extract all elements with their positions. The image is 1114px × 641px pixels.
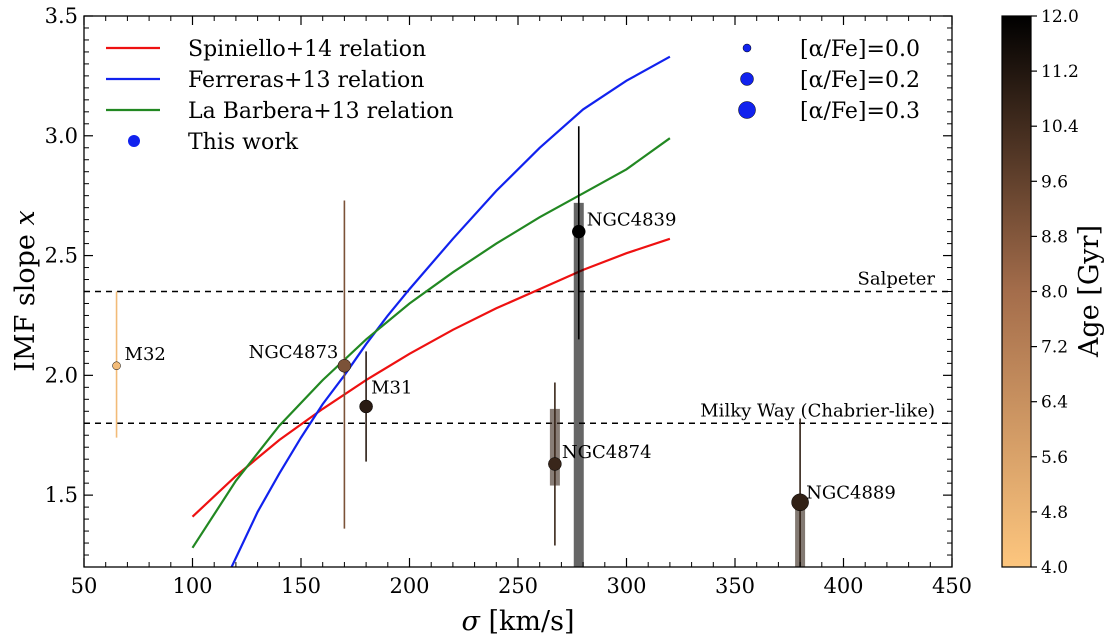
data-point: [572, 224, 586, 239]
legend-marker: [128, 135, 140, 147]
colorbar-tick-label: 9.6: [1041, 172, 1068, 192]
colorbar-gradient: [1001, 15, 1032, 568]
x-tick-label: 250: [498, 574, 538, 598]
y-tick-label: 1.5: [45, 483, 78, 507]
relation-curve: [191, 237, 671, 518]
data-points: M32 NGC4873 M31 NGC4874 NGC4839 NGC4889: [112, 126, 896, 567]
size-legend-marker: [740, 72, 754, 86]
point-label: NGC4874: [562, 442, 652, 463]
colorbar-tick-label: 11.2: [1041, 62, 1079, 82]
reference-line-label: Salpeter: [858, 269, 936, 290]
point-label: NGC4839: [587, 210, 677, 231]
data-point: [359, 399, 373, 414]
data-point: [337, 359, 352, 373]
size-legend-label: [α/Fe]=0.2: [800, 68, 920, 93]
data-point: [548, 457, 562, 471]
colorbar-tick-label: 4.0: [1041, 558, 1068, 578]
x-tick-label: 300: [606, 574, 646, 598]
legend-label: Spiniello+14 relation: [188, 37, 426, 62]
x-tick-label: 200: [389, 574, 429, 598]
size-legend-label: [α/Fe]=0.0: [800, 37, 920, 62]
y-tick-label: 3.5: [45, 4, 78, 28]
relation-legend: Spiniello+14 relation Ferreras+13 relatio…: [106, 37, 454, 155]
x-tick-label: 450: [932, 574, 972, 598]
data-point: [112, 361, 121, 371]
data-point: [791, 493, 809, 512]
point-label: NGC4889: [806, 482, 896, 503]
colorbar-tick-label: 10.4: [1041, 117, 1079, 137]
legend-label: La Barbera+13 relation: [188, 99, 454, 124]
error-box: [573, 202, 584, 567]
x-axis-title: σ [km/s]: [461, 606, 574, 637]
x-tick-label: 100: [172, 574, 212, 598]
x-tick-label: 350: [715, 574, 755, 598]
colorbar-tick-label: 6.4: [1041, 393, 1068, 413]
y-axis-title: IMF slope x: [10, 210, 41, 371]
legend-label: This work: [188, 130, 299, 155]
alpha-fe-size-legend: [α/Fe]=0.0 [α/Fe]=0.2 [α/Fe]=0.3: [738, 37, 920, 124]
relation-curve: [230, 55, 671, 567]
reference-line-label: Milky Way (Chabrier-like): [700, 400, 935, 421]
x-tick-label: 150: [281, 574, 321, 598]
reference-lines: Salpeter Milky Way (Chabrier-like): [84, 269, 952, 424]
size-legend-marker: [738, 101, 756, 119]
colorbar-tick-label: 7.2: [1041, 338, 1068, 358]
axis-ticks: 50 100 150 200 250 300 350 400 450 1.5 2.0 2.5 3.0 3.…: [45, 4, 972, 598]
legend-label: Ferreras+13 relation: [188, 68, 424, 93]
point-label: M31: [371, 377, 412, 398]
y-tick-label: 2.0: [45, 363, 78, 387]
point-label: NGC4873: [249, 342, 339, 363]
relation-curve: [191, 137, 671, 549]
colorbar-title: Age [Gyr]: [1074, 225, 1105, 358]
y-tick-label: 3.0: [45, 124, 78, 148]
point-label: M32: [125, 344, 166, 365]
x-tick-label: 50: [71, 574, 98, 598]
colorbar-tick-label: 12.0: [1041, 7, 1079, 27]
colorbar-tick-label: 5.6: [1041, 448, 1068, 468]
size-legend-marker: [742, 43, 752, 53]
age-colorbar: 4.0 4.8 5.6 6.4 7.2 8.0 8.8 9.6 10.4 11.2 12.0: [1001, 7, 1079, 578]
x-tick-label: 400: [823, 574, 863, 598]
colorbar-tick-label: 8.8: [1041, 227, 1068, 247]
size-legend-label: [α/Fe]=0.3: [800, 99, 920, 124]
y-tick-label: 2.5: [45, 244, 78, 268]
colorbar-tick-label: 4.8: [1041, 503, 1068, 523]
relation-curves: [191, 55, 671, 567]
colorbar-tick-label: 8.0: [1041, 283, 1068, 303]
